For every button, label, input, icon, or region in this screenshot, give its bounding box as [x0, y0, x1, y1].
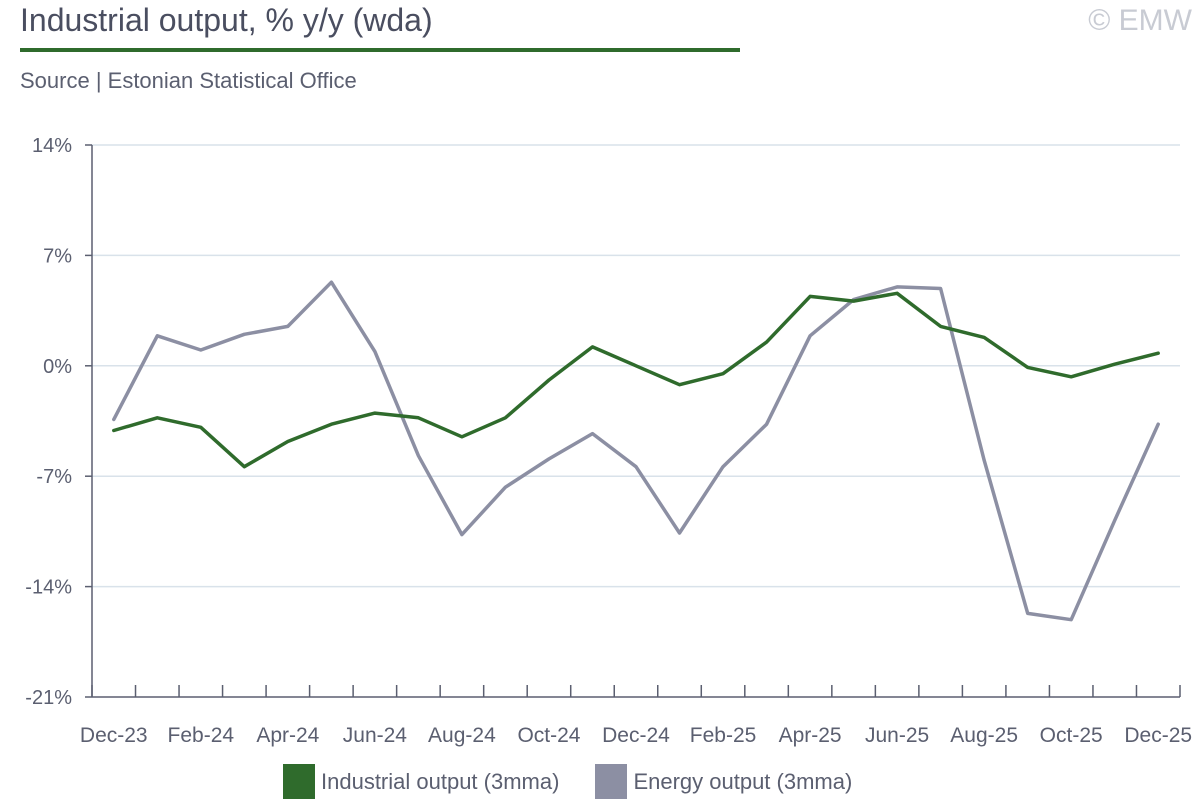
- tick-label-y: 0%: [43, 356, 72, 378]
- tick-label-y: 7%: [43, 245, 72, 267]
- legend-swatch-energy: [595, 764, 628, 799]
- tick-label-x: Feb-25: [690, 724, 757, 747]
- tick-label-x: Dec-23: [80, 724, 148, 747]
- legend-label-industrial: Industrial output (3mma): [321, 768, 560, 794]
- legend-item-energy: Energy output (3mma): [595, 764, 852, 799]
- tick-label-y: -21%: [25, 687, 72, 709]
- title-underline: [20, 48, 740, 52]
- tick-label-x: Dec-25: [1124, 724, 1192, 747]
- line-chart: 14% 7% 0% -7% -14% -21% Dec-23 Feb-24 Apr-24 Jun-…: [25, 135, 1192, 747]
- tick-label-x: Oct-24: [517, 724, 580, 747]
- legend-item-industrial: Industrial output (3mma): [283, 764, 559, 799]
- series-line-industrial: [112, 291, 1160, 469]
- series-line-energy: [112, 280, 1160, 622]
- tick-label-y: -14%: [25, 577, 72, 599]
- copyright-label: © EMW: [1088, 4, 1192, 37]
- tick-label-x: Feb-24: [168, 724, 235, 747]
- chart-title: Industrial output, % y/y (wda): [20, 2, 433, 38]
- tick-label-y: -7%: [36, 466, 72, 488]
- tick-label-y: 14%: [32, 135, 72, 157]
- legend-label-energy: Energy output (3mma): [633, 768, 853, 794]
- tick-label-x: Apr-24: [256, 724, 319, 747]
- legend-swatch-industrial: [283, 764, 315, 799]
- tick-label-x: Dec-24: [602, 724, 670, 747]
- tick-label-x: Aug-25: [950, 724, 1018, 747]
- tick-label-x: Jun-25: [865, 724, 929, 747]
- tick-label-x: Apr-25: [779, 724, 842, 747]
- source-label: Source | Estonian Statistical Office: [20, 68, 357, 93]
- tick-label-x: Aug-24: [428, 724, 496, 747]
- chart-legend: Industrial output (3mma) Energy output (…: [283, 764, 888, 799]
- tick-label-x: Oct-25: [1040, 724, 1103, 747]
- tick-label-x: Jun-24: [343, 724, 408, 747]
